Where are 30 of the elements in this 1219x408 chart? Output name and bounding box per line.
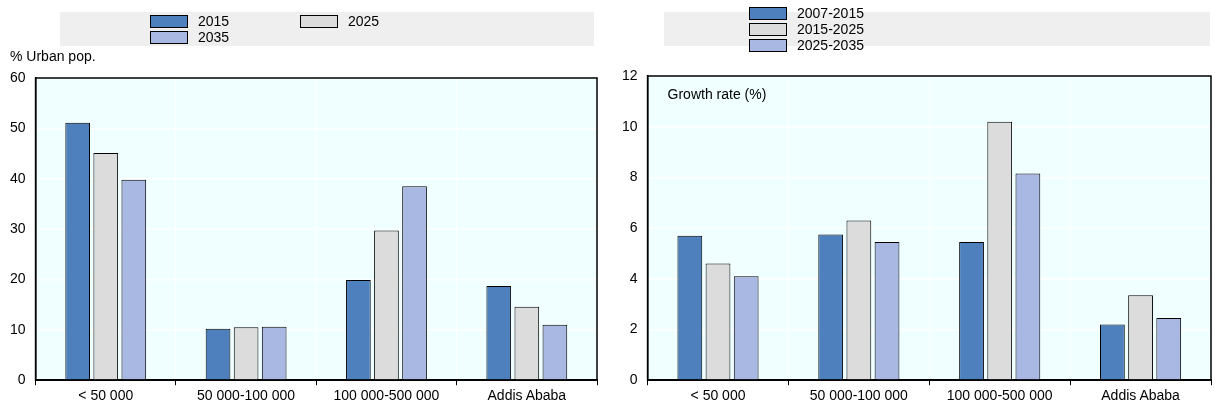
y-tick-label: 10 — [621, 117, 638, 134]
y-tick-label: 40 — [9, 169, 26, 186]
y-tick-label: 0 — [17, 371, 26, 388]
y-tick-label: 6 — [629, 218, 638, 235]
legend-label: 2015-2025 — [797, 21, 864, 37]
legend-label: 2035 — [198, 29, 230, 45]
y-tick-label: 60 — [9, 68, 26, 85]
y-tick-label: 30 — [9, 219, 26, 236]
legend-label: 2025-2035 — [797, 37, 864, 53]
y-tick-label: 50 — [9, 119, 26, 136]
x-tick-label: 100 000-500 000 — [333, 387, 440, 404]
y-axis-title: Growth rate (%) — [667, 85, 767, 102]
y-tick-label: 20 — [9, 270, 26, 287]
x-tick-label: < 50 000 — [690, 387, 746, 404]
x-tick-label: 100 000-500 000 — [946, 387, 1053, 404]
x-tick-label: 50 000-100 000 — [197, 387, 296, 404]
y-tick-label: 4 — [629, 269, 638, 286]
y-tick-label: 0 — [629, 371, 638, 388]
x-tick-label: 50 000-100 000 — [809, 387, 909, 404]
y-tick-label: 12 — [621, 66, 638, 83]
legend-label: 2025 — [348, 13, 380, 29]
x-tick-label: < 50 000 — [78, 387, 134, 404]
y-tick-label: 8 — [629, 168, 638, 185]
y-tick-label: 2 — [629, 320, 638, 337]
x-tick-label: Addis Ababa — [1101, 387, 1181, 404]
x-tick-label: Addis Ababa — [487, 387, 567, 404]
legend-label: 2015 — [198, 13, 230, 29]
legend-label: 2007-2015 — [797, 5, 864, 21]
y-axis-title: % Urban pop. — [10, 48, 96, 64]
y-tick-label: 10 — [9, 320, 26, 337]
